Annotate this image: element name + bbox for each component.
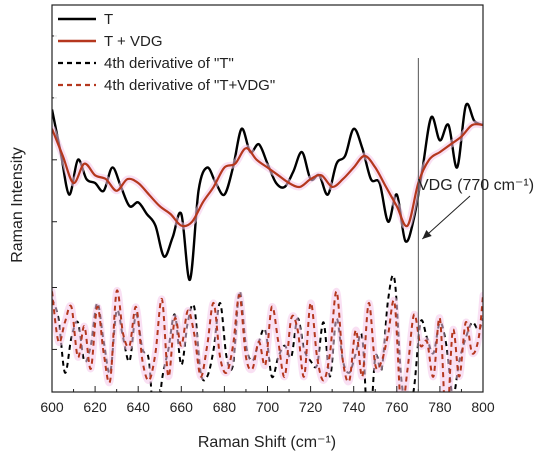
x-tick-label: 720	[299, 399, 323, 415]
x-tick-label: 660	[170, 399, 194, 415]
series-deriv-t-line	[52, 274, 483, 392]
vdg-annotation: VDG (770 cm⁻¹)	[418, 177, 534, 194]
x-tick-label: 800	[471, 399, 495, 415]
series-t-vdg-line	[52, 123, 483, 228]
x-tick-label: 740	[342, 399, 366, 415]
x-tick-label: 640	[127, 399, 151, 415]
series-t-line	[52, 102, 483, 282]
x-axis-title: Raman Shift (cm⁻¹)	[198, 434, 336, 451]
legend: T T + VDG 4th derivative of "T" 4th derivat…	[54, 7, 310, 103]
legend-item-deriv-t-label: 4th derivative of "T"	[104, 55, 234, 72]
x-axis-ticks: 600 620 640 660 680 700 720 740 760 780 800	[40, 386, 495, 415]
plot-lines	[52, 102, 483, 392]
legend-item-t-vdg-label: T + VDG	[104, 33, 163, 50]
x-tick-label: 700	[256, 399, 280, 415]
series-deriv-t-vdg-line	[52, 289, 483, 392]
legend-item-t-label: T	[104, 11, 113, 28]
x-tick-label: 680	[213, 399, 237, 415]
legend-item-deriv-t-vdg-label: 4th derivative of "T+VDG"	[104, 77, 275, 94]
annotation-arrowhead	[422, 230, 432, 239]
y-axis-title: Raman Intensity	[9, 147, 26, 263]
legend-background	[54, 7, 310, 103]
annotation-arrow	[422, 195, 471, 240]
x-tick-label: 780	[428, 399, 452, 415]
x-tick-label: 760	[385, 399, 409, 415]
x-tick-label: 600	[40, 399, 64, 415]
x-tick-label: 620	[83, 399, 107, 415]
